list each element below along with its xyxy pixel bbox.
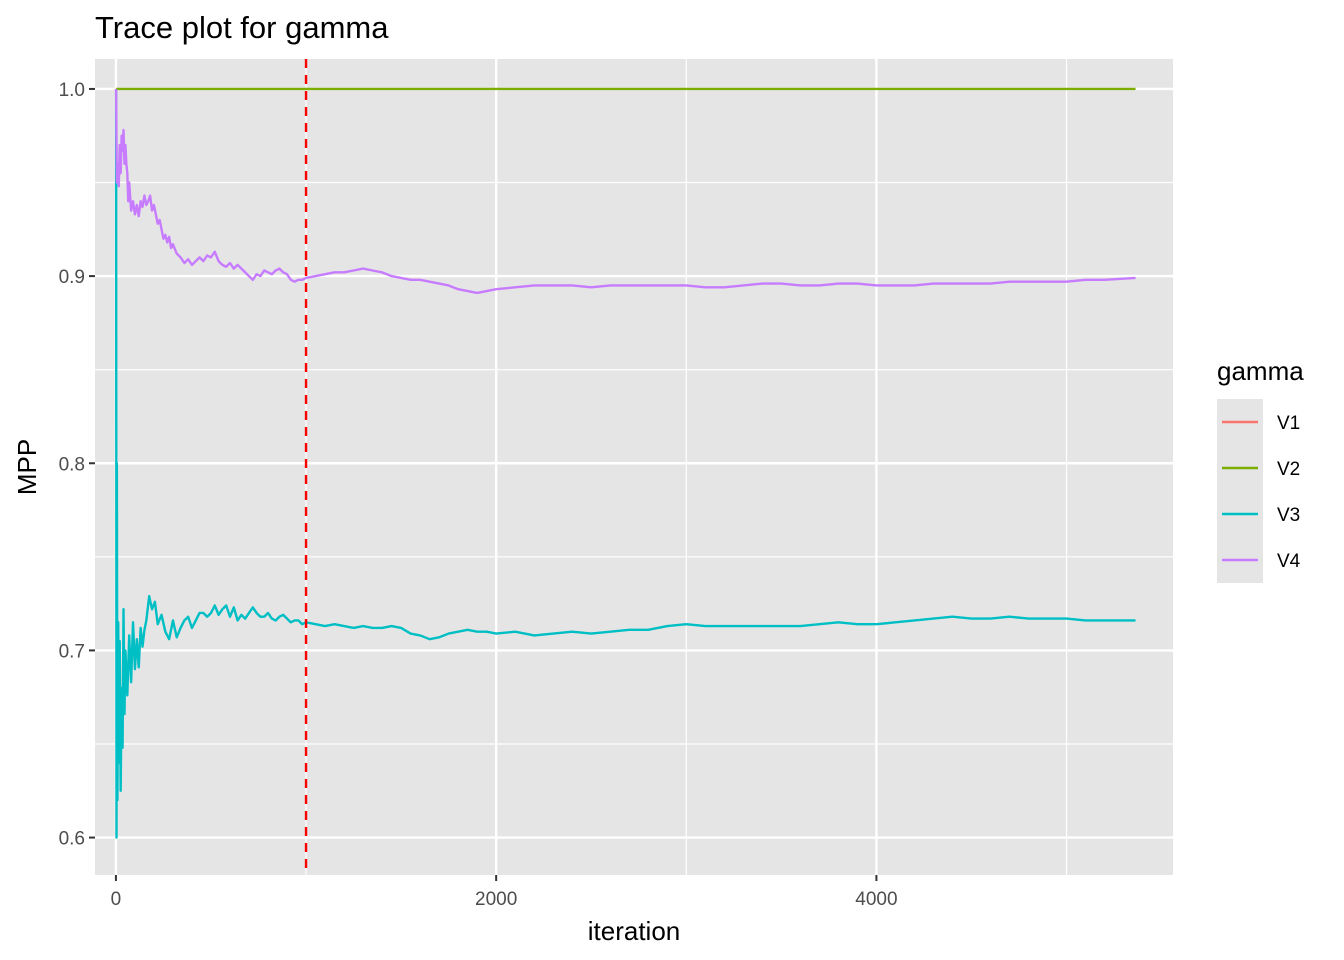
y-axis: 0.6 0.7 0.8 0.9 1.0 — [59, 80, 95, 850]
y-axis-title: MPP — [12, 439, 42, 495]
legend-label: V4 — [1277, 551, 1301, 572]
x-axis-title: iteration — [588, 916, 681, 946]
legend-label: V3 — [1277, 505, 1300, 526]
series-line-v4 — [114, 88, 1136, 295]
series-line-v3 — [114, 88, 1136, 839]
series-lines — [114, 87, 1136, 839]
y-tick-label: 0.9 — [59, 267, 85, 288]
y-tick-label: 0.7 — [59, 641, 85, 662]
x-tick-label: 4000 — [855, 889, 897, 910]
x-tick-label: 0 — [111, 889, 122, 910]
y-tick-label: 1.0 — [59, 80, 85, 101]
legend-title: gamma — [1217, 356, 1304, 386]
x-axis: 0 2000 4000 — [111, 875, 898, 910]
y-tick-label: 0.6 — [59, 829, 85, 850]
legend-keys: V1 V2 V3 V4 — [1217, 399, 1301, 583]
plot-panel — [95, 59, 1173, 875]
legend-label: V1 — [1277, 413, 1300, 434]
chart-title: Trace plot for gamma — [95, 10, 389, 45]
legend-label: V2 — [1277, 459, 1300, 480]
x-tick-label: 2000 — [475, 889, 517, 910]
panel-background — [95, 59, 1173, 875]
legend: gamma V1 V2 V3 V4 — [1217, 356, 1304, 583]
y-tick-label: 0.8 — [59, 454, 85, 475]
